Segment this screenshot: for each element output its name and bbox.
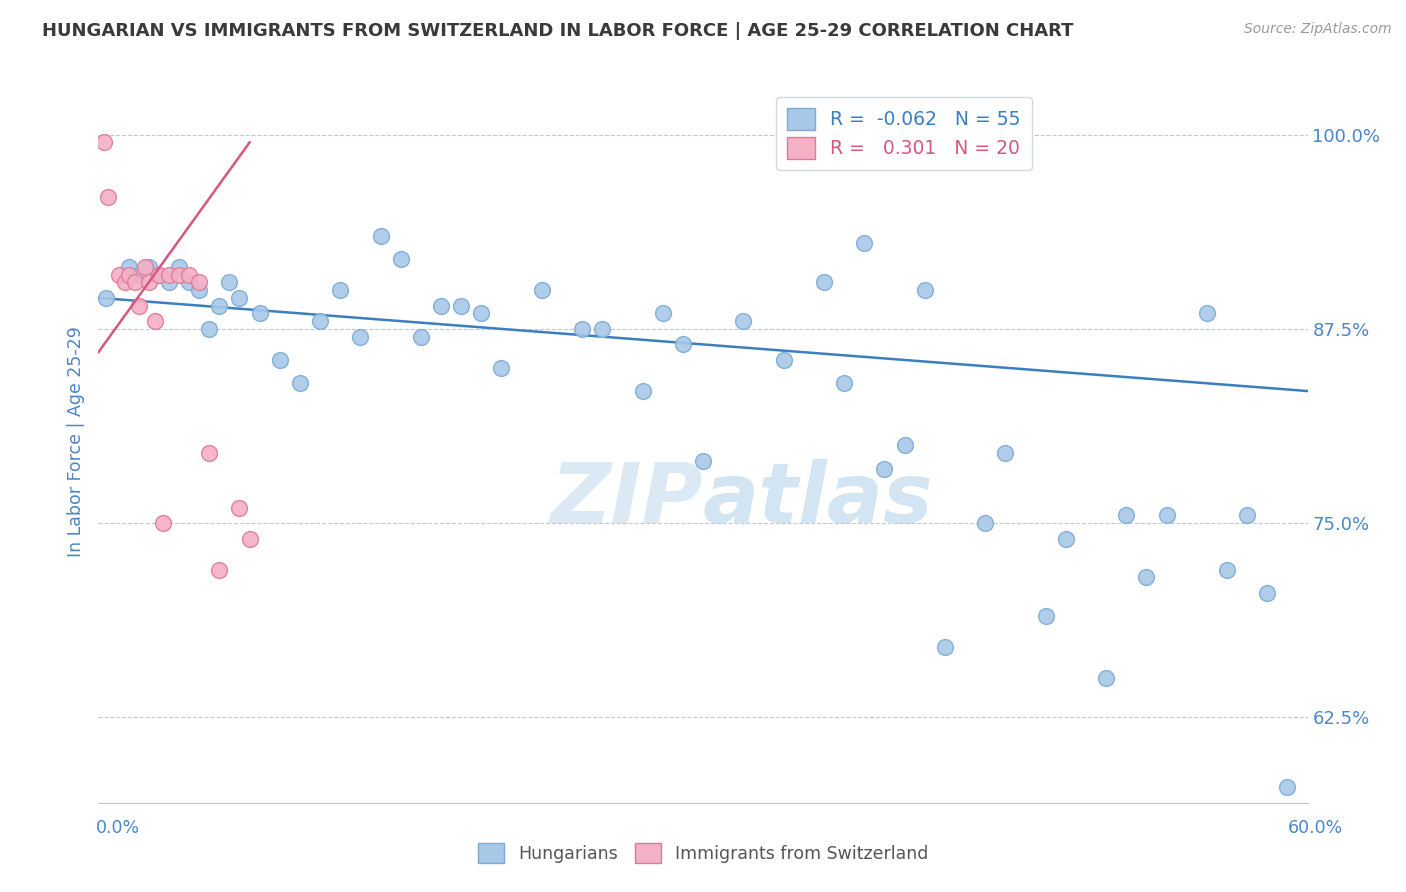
Point: [249, 306, 271, 320]
Point: [409, 329, 432, 343]
Point: [491, 360, 513, 375]
Point: [893, 438, 915, 452]
Point: [389, 252, 412, 266]
Point: [1236, 508, 1258, 523]
Point: [733, 314, 755, 328]
Point: [208, 299, 231, 313]
Point: [1277, 780, 1299, 795]
Point: [228, 500, 250, 515]
Point: [813, 275, 835, 289]
Y-axis label: In Labor Force | Age 25-29: In Labor Force | Age 25-29: [66, 326, 84, 557]
Point: [218, 275, 240, 289]
Point: [128, 268, 150, 282]
Point: [1216, 563, 1239, 577]
Point: [1035, 609, 1057, 624]
Point: [167, 268, 190, 282]
Point: [124, 275, 146, 289]
Point: [97, 190, 120, 204]
Point: [118, 260, 141, 274]
Point: [96, 291, 118, 305]
Point: [288, 376, 311, 391]
Point: [118, 268, 141, 282]
Point: [167, 260, 190, 274]
Point: [148, 268, 170, 282]
Point: [143, 314, 166, 328]
Point: [128, 299, 150, 313]
Point: [994, 446, 1017, 460]
Point: [832, 376, 855, 391]
Point: [198, 322, 221, 336]
Point: [349, 329, 371, 343]
Point: [591, 322, 613, 336]
Point: [1156, 508, 1178, 523]
Point: [853, 236, 876, 251]
Point: [157, 268, 180, 282]
Point: [450, 299, 472, 313]
Point: [138, 275, 160, 289]
Point: [530, 283, 553, 297]
Point: [152, 516, 174, 530]
Point: [1054, 532, 1077, 546]
Point: [873, 461, 896, 475]
Point: [934, 640, 956, 655]
Point: [470, 306, 492, 320]
Point: [179, 268, 201, 282]
Point: [974, 516, 997, 530]
Point: [1115, 508, 1137, 523]
Text: Source: ZipAtlas.com: Source: ZipAtlas.com: [1244, 22, 1392, 37]
Point: [269, 353, 291, 368]
Point: [179, 275, 201, 289]
Point: [138, 260, 160, 274]
Text: ZIP: ZIP: [550, 458, 703, 540]
Legend: R =  -0.062   N = 55, R =   0.301   N = 20: R = -0.062 N = 55, R = 0.301 N = 20: [776, 97, 1032, 170]
Point: [208, 563, 231, 577]
Point: [228, 291, 250, 305]
Point: [329, 283, 352, 297]
Point: [157, 275, 180, 289]
Point: [1095, 672, 1118, 686]
Point: [651, 306, 673, 320]
Point: [571, 322, 593, 336]
Text: atlas: atlas: [703, 458, 934, 540]
Point: [188, 275, 211, 289]
Point: [672, 337, 695, 351]
Point: [309, 314, 332, 328]
Point: [239, 532, 262, 546]
Point: [772, 353, 794, 368]
Text: 0.0%: 0.0%: [96, 819, 139, 837]
Point: [93, 136, 115, 150]
Legend: Hungarians, Immigrants from Switzerland: Hungarians, Immigrants from Switzerland: [471, 836, 935, 870]
Point: [1195, 306, 1218, 320]
Point: [1256, 586, 1278, 600]
Point: [198, 446, 221, 460]
Point: [114, 275, 136, 289]
Point: [430, 299, 453, 313]
Point: [148, 268, 170, 282]
Point: [370, 228, 392, 243]
Text: HUNGARIAN VS IMMIGRANTS FROM SWITZERLAND IN LABOR FORCE | AGE 25-29 CORRELATION : HUNGARIAN VS IMMIGRANTS FROM SWITZERLAND…: [42, 22, 1074, 40]
Point: [188, 283, 211, 297]
Point: [1135, 570, 1157, 584]
Point: [914, 283, 936, 297]
Point: [692, 454, 714, 468]
Point: [107, 268, 129, 282]
Text: 60.0%: 60.0%: [1288, 819, 1343, 837]
Point: [134, 260, 156, 274]
Point: [631, 384, 654, 398]
